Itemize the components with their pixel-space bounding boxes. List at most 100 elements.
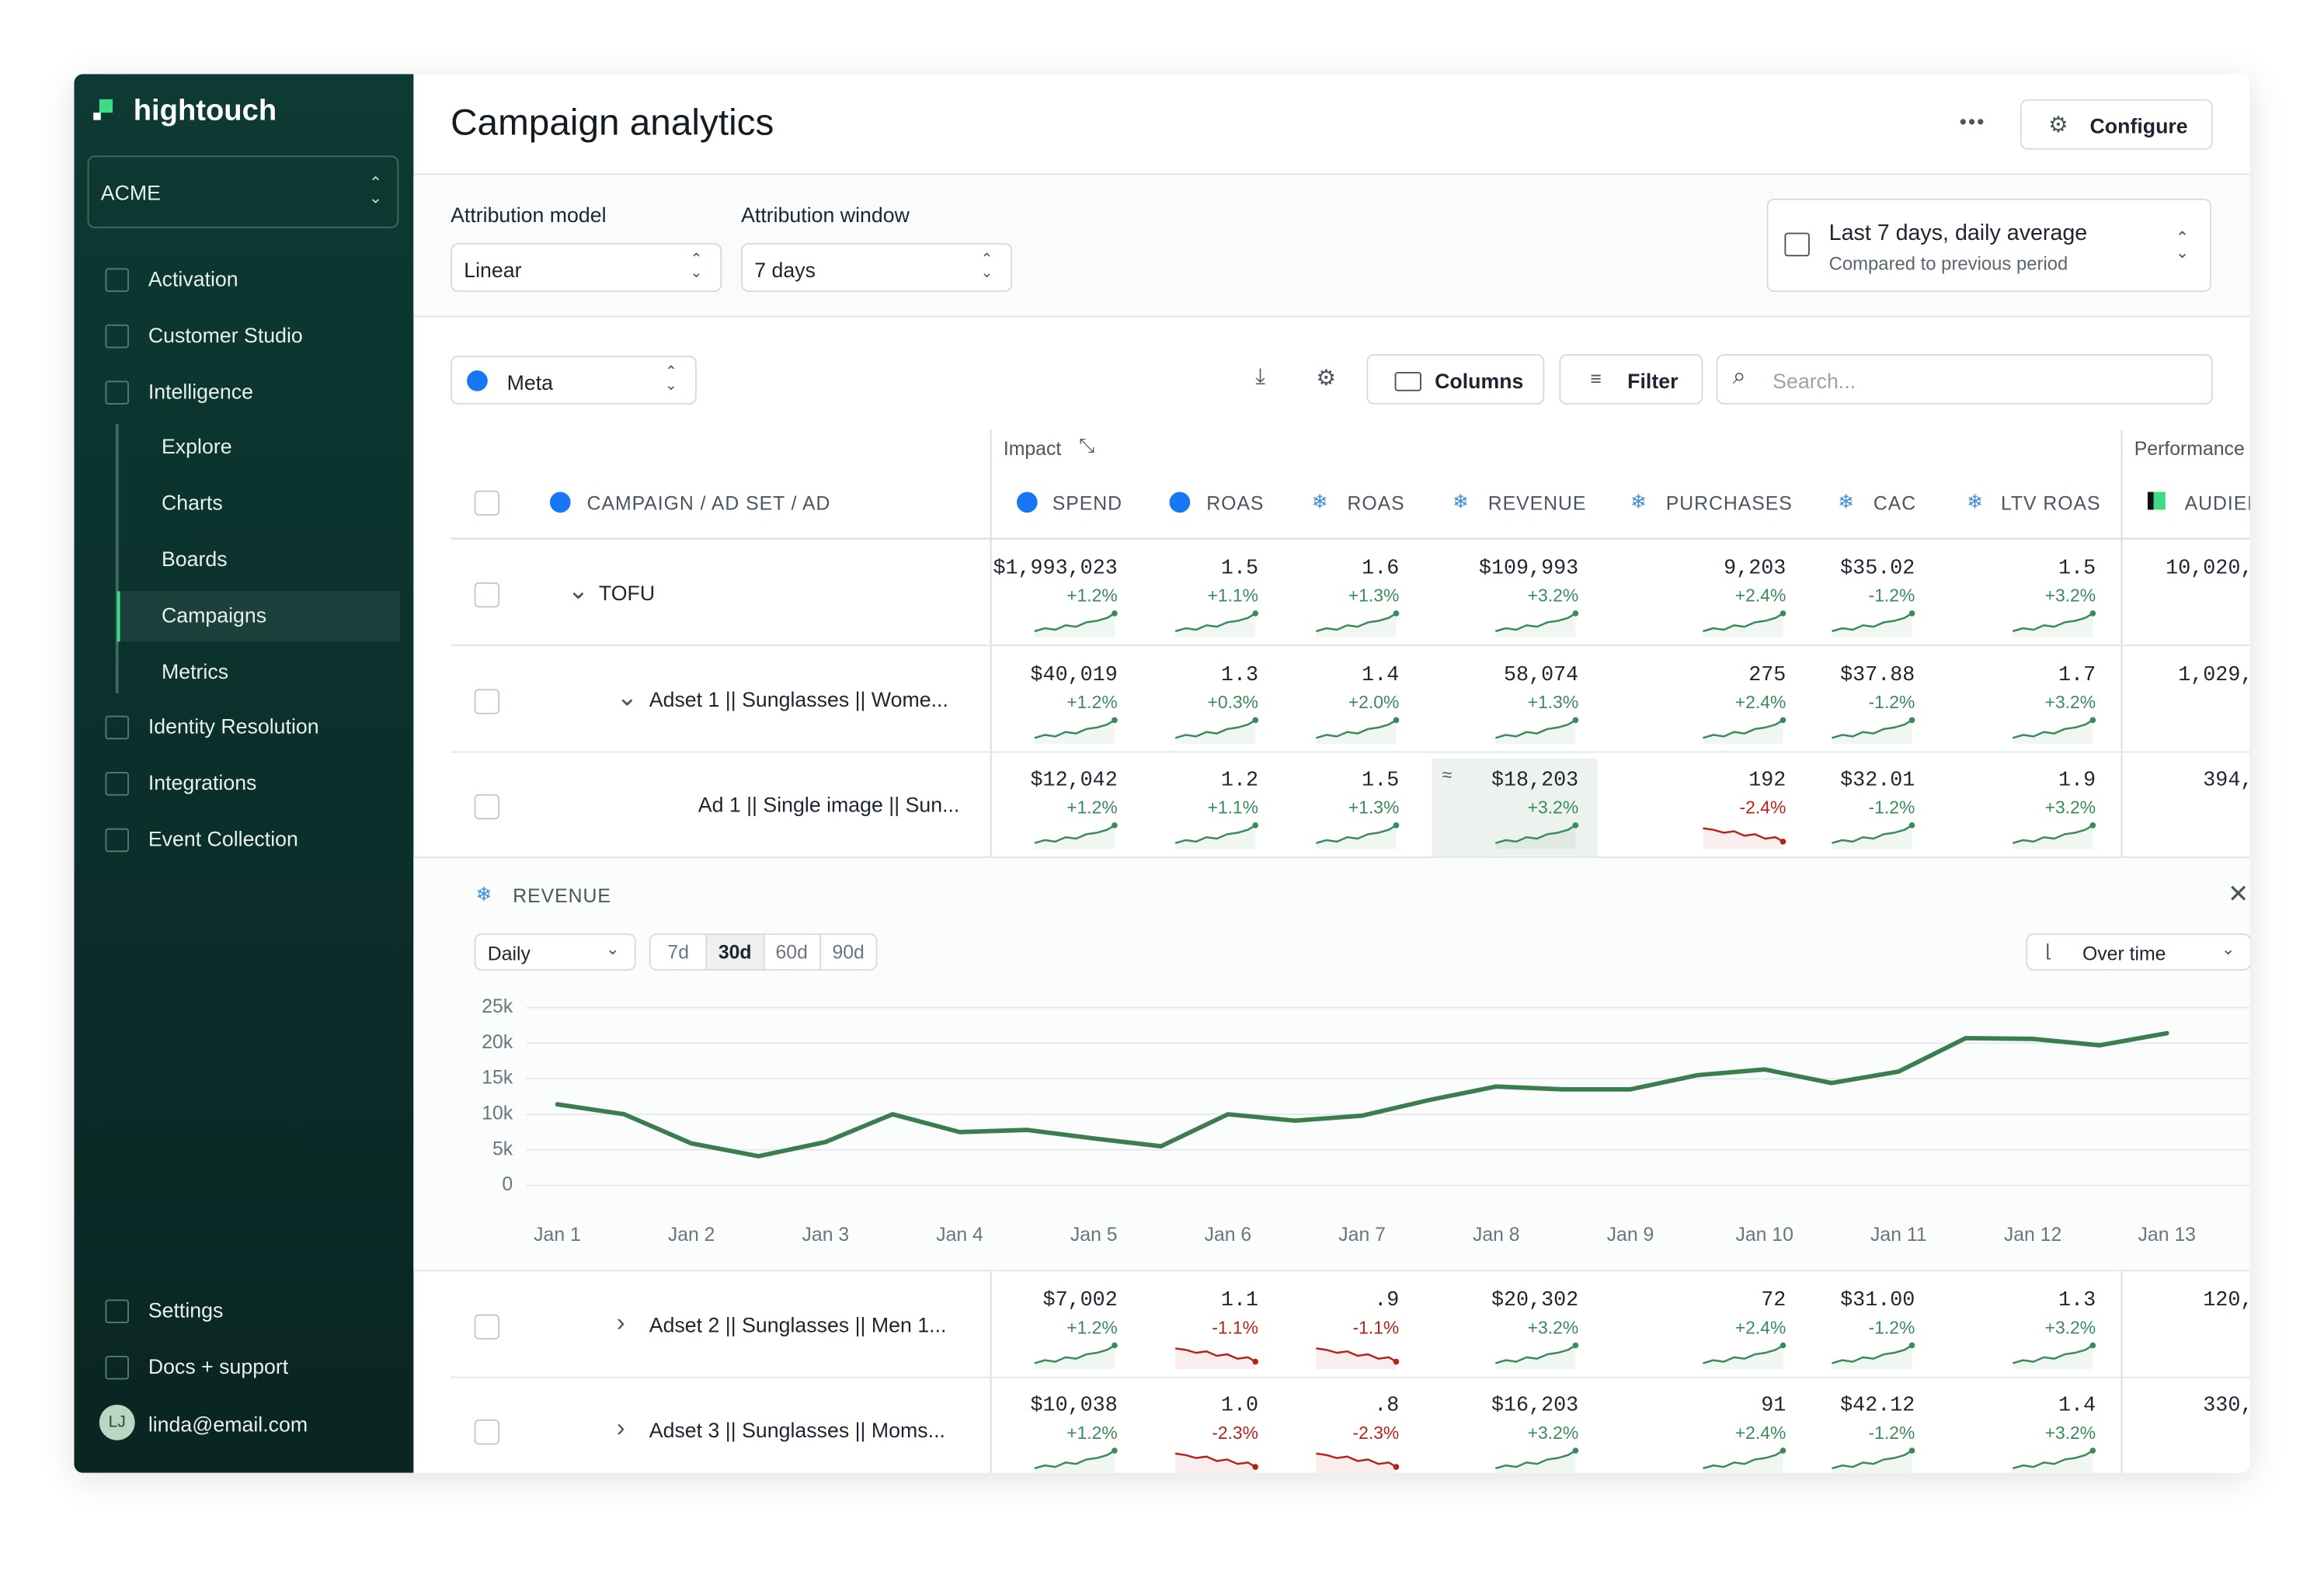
checkbox[interactable] (474, 794, 500, 820)
cell-value: 394, (2203, 769, 2250, 793)
granularity-select[interactable]: Daily ⌄ (474, 933, 636, 971)
range-tab[interactable]: 90d (819, 935, 876, 969)
nav-item[interactable]: Boards (161, 547, 228, 571)
column-header[interactable]: LTV ROAS (2001, 492, 2101, 515)
cell-value: 1.0 (1220, 1394, 1259, 1419)
sparkline-area (1495, 1451, 1576, 1473)
sparkline-line (1494, 824, 1577, 844)
cell-change: +3.2% (2044, 1422, 2096, 1444)
sparkline-dot (1780, 839, 1786, 845)
sparkline-line (2012, 1450, 2093, 1470)
nav-item[interactable]: Intelligence (148, 379, 253, 404)
column-header[interactable]: CAMPAIGN / AD SET / AD (586, 492, 831, 515)
select[interactable]: 7 days ⌃ ⌄ (741, 242, 1013, 292)
source-select[interactable]: Meta ⌃ ⌄ (451, 355, 697, 405)
cell-change: -2.4% (1739, 797, 1786, 818)
configure-button[interactable]: ⚙ Configure (2020, 99, 2213, 150)
x-tick-label: Jan 8 (1473, 1225, 1520, 1246)
view-select[interactable]: ⌊ Over time ⌄ (2026, 933, 2250, 971)
button-label: Columns (1435, 369, 1524, 393)
sparkline (2012, 822, 2096, 850)
cell-change: +2.4% (1734, 692, 1786, 713)
logo-mark (99, 99, 113, 113)
column-header[interactable]: CAC (1873, 492, 1917, 515)
row-name[interactable]: Ad 1 || Single image || Sun... (698, 792, 960, 817)
chart-toggle-icon[interactable]: ≈ (1442, 764, 1452, 786)
expand-toggle[interactable]: › (616, 1413, 625, 1442)
range-tab[interactable]: 7d (650, 935, 706, 969)
sparkline-line (1316, 1452, 1397, 1468)
checkbox[interactable] (474, 490, 500, 516)
checkbox[interactable] (474, 689, 500, 714)
settings-icon[interactable]: ⚙ (1316, 366, 1337, 391)
sparkline-line (1703, 1450, 1784, 1470)
nav-item[interactable]: Activation (148, 266, 238, 290)
sparkline-area (1175, 825, 1256, 850)
collapse-icon[interactable]: ⤡ (1079, 434, 1094, 457)
search-placeholder: Search... (1773, 369, 1856, 393)
nav-item[interactable]: Identity Resolution (148, 714, 319, 738)
cell-change: -1.2% (1868, 1317, 1915, 1339)
close-button[interactable]: ✕ (2227, 880, 2249, 909)
cell-value: $32.01 (1840, 769, 1915, 793)
date-range-select[interactable]: Last 7 days, daily average Compared to p… (1766, 198, 2211, 292)
column-header[interactable]: ROAS (1206, 492, 1265, 515)
range-tab[interactable]: 30d (705, 935, 763, 969)
sparkline (2012, 717, 2096, 744)
sparkline-dot (1572, 822, 1579, 829)
nav-item[interactable]: Event Collection (148, 826, 298, 851)
sparkline-line (1832, 1344, 1913, 1364)
columns-button[interactable]: Columns (1366, 354, 1545, 405)
sparkline-dot (1112, 1342, 1118, 1349)
workspace-select[interactable]: ACME ⌃ ⌄ (87, 155, 399, 228)
cell-change: -1.2% (1868, 1422, 1915, 1444)
sparkline-dot (1112, 717, 1118, 724)
sparkline-line (2012, 824, 2093, 844)
more-button[interactable]: ••• (1959, 109, 1986, 134)
nav-icon (105, 772, 130, 796)
expand-toggle[interactable]: › (616, 1308, 625, 1337)
sparkline-dot (1908, 1447, 1915, 1454)
column-header[interactable]: REVENUE (1487, 492, 1587, 515)
row-name[interactable]: Adset 3 || Sunglasses || Moms... (649, 1418, 945, 1442)
column-header[interactable]: PURCHASES (1665, 492, 1793, 515)
column-header[interactable]: AUDIENCE (2184, 492, 2250, 515)
nav-item[interactable]: Integrations (148, 770, 257, 794)
checkbox[interactable] (474, 1419, 500, 1445)
sparkline-dot (1572, 717, 1579, 724)
group-label: Impact (1003, 436, 1062, 460)
select[interactable]: Linear ⌃ ⌄ (451, 242, 722, 292)
cell-value: 1.2 (1220, 769, 1259, 793)
row-name[interactable]: Adset 2 || Sunglasses || Men 1... (649, 1312, 947, 1337)
sparkline (1703, 610, 1786, 638)
nav-icon (105, 828, 130, 853)
search-input[interactable]: ⌕ Search... (1716, 354, 2213, 405)
nav-item[interactable]: Explore (161, 434, 232, 458)
nav-item[interactable]: Charts (161, 490, 223, 515)
nav-item[interactable]: Settings (148, 1298, 224, 1322)
sparkline-dot (1780, 610, 1786, 617)
sparkline-area (1316, 720, 1397, 744)
sparkline (1034, 822, 1118, 850)
cell-value: $1,993,023 (993, 557, 1118, 581)
expand-toggle[interactable]: ⌄ (616, 683, 638, 711)
sparkline (1832, 717, 1915, 744)
filter-button[interactable]: ≡ Filter (1559, 354, 1703, 405)
nav-item[interactable]: Metrics (161, 659, 229, 683)
column-header[interactable]: ROAS (1347, 492, 1405, 515)
nav-item[interactable]: Customer Studio (148, 322, 303, 347)
user-email[interactable]: linda@email.com (148, 1412, 308, 1437)
y-tick-label: 25k (482, 996, 513, 1017)
download-icon[interactable]: ⤓ (1255, 364, 1265, 390)
row-name[interactable]: Adset 1 || Sunglasses || Wome... (649, 687, 948, 711)
checkbox[interactable] (474, 582, 500, 608)
row-name[interactable]: TOFU (598, 580, 656, 605)
checkbox[interactable] (474, 1314, 500, 1340)
divider (413, 173, 2250, 175)
range-tab[interactable]: 60d (762, 935, 819, 969)
column-header[interactable]: SPEND (1052, 492, 1123, 515)
nav-item[interactable]: Campaigns (161, 603, 267, 627)
nav-item[interactable]: Docs + support (148, 1354, 289, 1378)
expand-toggle[interactable]: ⌄ (567, 576, 590, 605)
sparkline (1316, 1452, 1400, 1473)
